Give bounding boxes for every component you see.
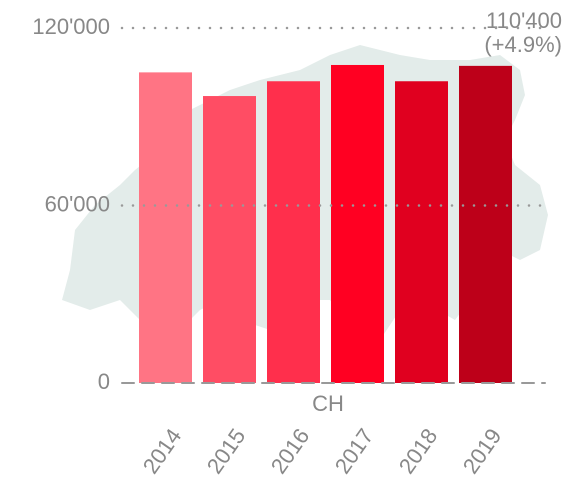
- bar: [139, 72, 192, 383]
- bar: [459, 65, 512, 383]
- annotation: 110'400: [486, 8, 562, 33]
- x-tick-label: 2017: [330, 424, 379, 478]
- bar: [267, 81, 320, 383]
- y-tick-label: 0: [98, 369, 110, 394]
- y-tick-label: 60'000: [45, 191, 110, 216]
- annotation: (+4.9%): [484, 32, 562, 57]
- bar: [395, 81, 448, 383]
- x-tick-label: 2016: [266, 424, 315, 478]
- x-axis-label: CH: [312, 391, 344, 416]
- x-tick-label: 2014: [138, 424, 187, 478]
- x-tick-label: 2015: [202, 424, 251, 478]
- bar: [203, 96, 256, 384]
- x-tick-label: 2018: [394, 424, 443, 478]
- y-tick-label: 120'000: [32, 14, 110, 39]
- bar: [331, 64, 384, 384]
- x-tick-label: 2019: [458, 424, 507, 478]
